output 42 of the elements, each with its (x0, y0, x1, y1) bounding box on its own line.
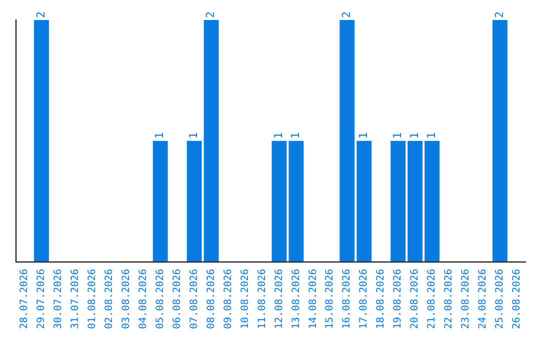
x-tick-label: 12.08.2026 (274, 268, 285, 330)
x-tick-label: 05.08.2026 (154, 268, 166, 330)
x-tick-label: 13.08.2026 (290, 268, 302, 330)
data-label: 1 (153, 132, 166, 139)
x-tick-label: 15.08.2026 (324, 268, 336, 330)
data-label: 2 (34, 11, 48, 18)
x-tick-label: 26.08.2026 (512, 268, 523, 330)
x-tick-label: 01.08.2026 (87, 268, 98, 330)
x-tick-label: 30.07.2026 (53, 268, 64, 330)
data-label: 1 (408, 132, 421, 139)
data-label: 1 (390, 132, 404, 139)
x-tick-label: 17.08.2026 (358, 268, 370, 330)
x-tick-label: 20.08.2026 (410, 268, 421, 330)
x-tick-label: 09.08.2026 (222, 268, 234, 330)
x-tick-label: 08.08.2026 (206, 268, 217, 330)
data-label: 1 (356, 132, 370, 139)
data-label: 1 (187, 132, 200, 139)
x-tick-label: 11.08.2026 (256, 268, 268, 330)
x-tick-label: 22.08.2026 (444, 268, 455, 330)
x-tick-label: 02.08.2026 (104, 268, 115, 330)
x-tick-label: 24.08.2026 (478, 268, 489, 330)
x-tick-label: 18.08.2026 (376, 268, 387, 330)
x-tick-label: 06.08.2026 (172, 268, 183, 330)
data-label: 1 (424, 132, 438, 139)
data-label: 2 (492, 11, 506, 18)
x-tick-label: 10.08.2026 (240, 268, 251, 330)
x-tick-label: 03.08.2026 (120, 268, 132, 330)
x-tick-label: 07.08.2026 (188, 268, 200, 330)
data-label: 2 (204, 11, 218, 18)
x-tick-label: 23.08.2026 (460, 268, 472, 330)
data-label: 1 (272, 132, 286, 139)
data-label: 2 (340, 11, 353, 18)
x-tick-label: 25.08.2026 (494, 268, 506, 330)
x-tick-label: 28.07.2026 (19, 268, 30, 330)
x-tick-label: 21.08.2026 (426, 268, 438, 330)
x-tick-label: 19.08.2026 (392, 268, 404, 330)
x-tick-label: 16.08.2026 (342, 268, 353, 330)
x-tick-label: 04.08.2026 (138, 268, 149, 330)
data-label: 1 (289, 132, 302, 139)
x-tick-label: 31.07.2026 (70, 268, 82, 330)
x-tick-label: 29.07.2026 (36, 268, 48, 330)
x-tick-label: 14.08.2026 (308, 268, 319, 330)
